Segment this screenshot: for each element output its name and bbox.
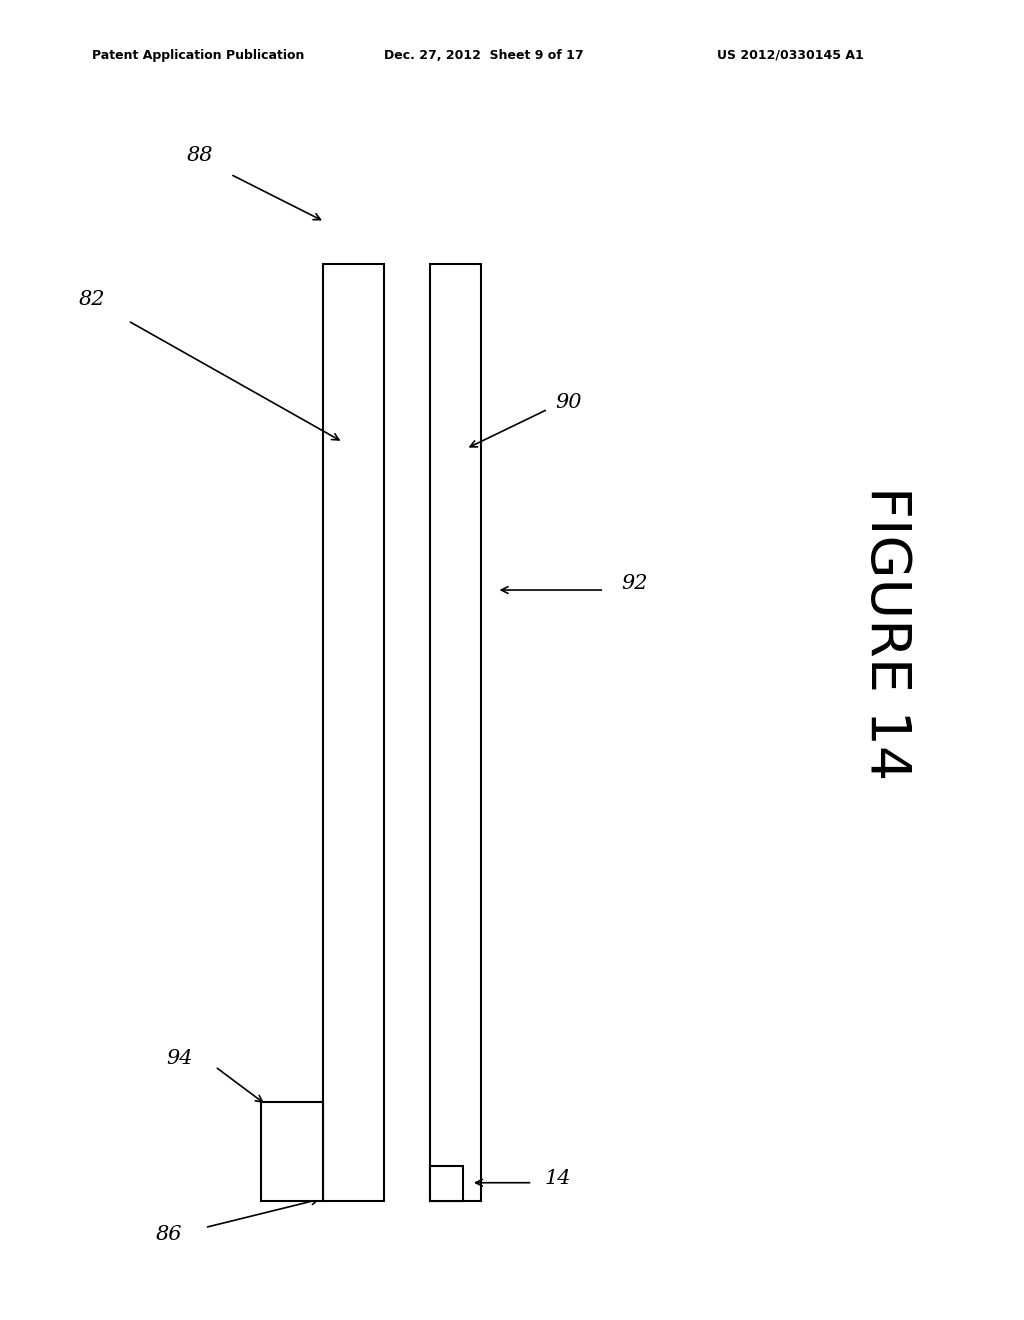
Text: 92: 92 (622, 574, 648, 593)
Text: 88: 88 (186, 147, 213, 165)
Bar (261, 1102, 323, 1201)
Text: Dec. 27, 2012  Sheet 9 of 17: Dec. 27, 2012 Sheet 9 of 17 (384, 49, 584, 62)
Text: 82: 82 (79, 290, 105, 309)
Text: FIGURE 14: FIGURE 14 (859, 487, 912, 780)
Text: 14: 14 (545, 1170, 571, 1188)
Text: 86: 86 (156, 1225, 182, 1243)
Text: 94: 94 (166, 1049, 193, 1068)
Bar (430, 264, 481, 1201)
Text: US 2012/0330145 A1: US 2012/0330145 A1 (717, 49, 863, 62)
Bar (430, 1166, 463, 1201)
Bar (323, 264, 384, 1201)
Text: Patent Application Publication: Patent Application Publication (92, 49, 304, 62)
Text: 90: 90 (555, 393, 582, 412)
